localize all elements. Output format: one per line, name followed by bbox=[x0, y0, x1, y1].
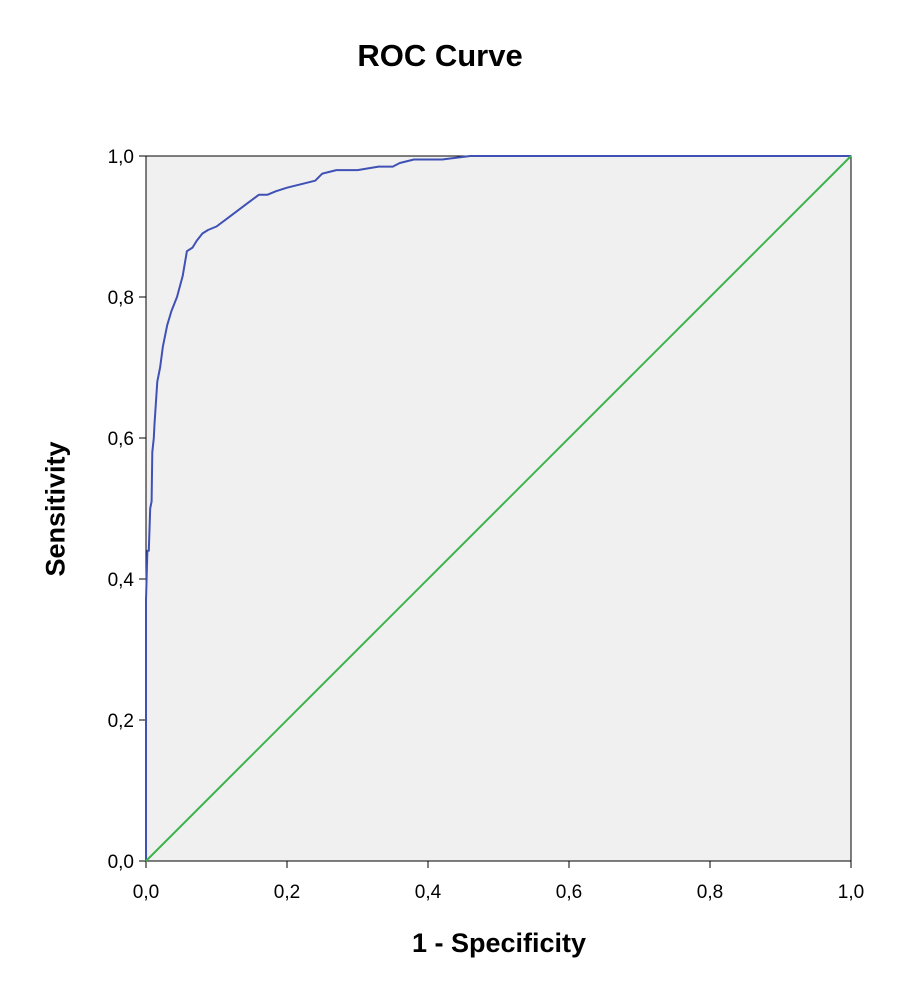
x-tick-label: 0,4 bbox=[415, 882, 442, 903]
y-tick-label: 1,0 bbox=[108, 147, 134, 168]
x-tick-label: 0,0 bbox=[133, 882, 159, 903]
x-tick-label: 1,0 bbox=[838, 882, 864, 903]
x-tick-label: 0,6 bbox=[556, 882, 582, 903]
y-tick-label: 0,2 bbox=[108, 711, 134, 732]
x-tick-label: 0,8 bbox=[697, 882, 723, 903]
chart-lines bbox=[145, 155, 852, 862]
x-tick-label: 0,2 bbox=[274, 882, 300, 903]
reference-line bbox=[145, 155, 852, 862]
roc-curve-line bbox=[145, 155, 851, 861]
chart-title: ROC Curve bbox=[357, 38, 523, 73]
y-tick-label: 0,0 bbox=[108, 852, 134, 873]
y-tick-label: 0,6 bbox=[108, 429, 134, 450]
y-tick-label: 0,8 bbox=[108, 288, 134, 309]
y-tick-label: 0,4 bbox=[108, 570, 135, 591]
axis-ticks: 0,0 0,2 0,4 0,6 0,8 1,0 0,0 0,2 0,4 0,6 0,8 1,0 bbox=[108, 147, 865, 903]
x-axis-label: 1 - Specificity bbox=[411, 928, 587, 958]
